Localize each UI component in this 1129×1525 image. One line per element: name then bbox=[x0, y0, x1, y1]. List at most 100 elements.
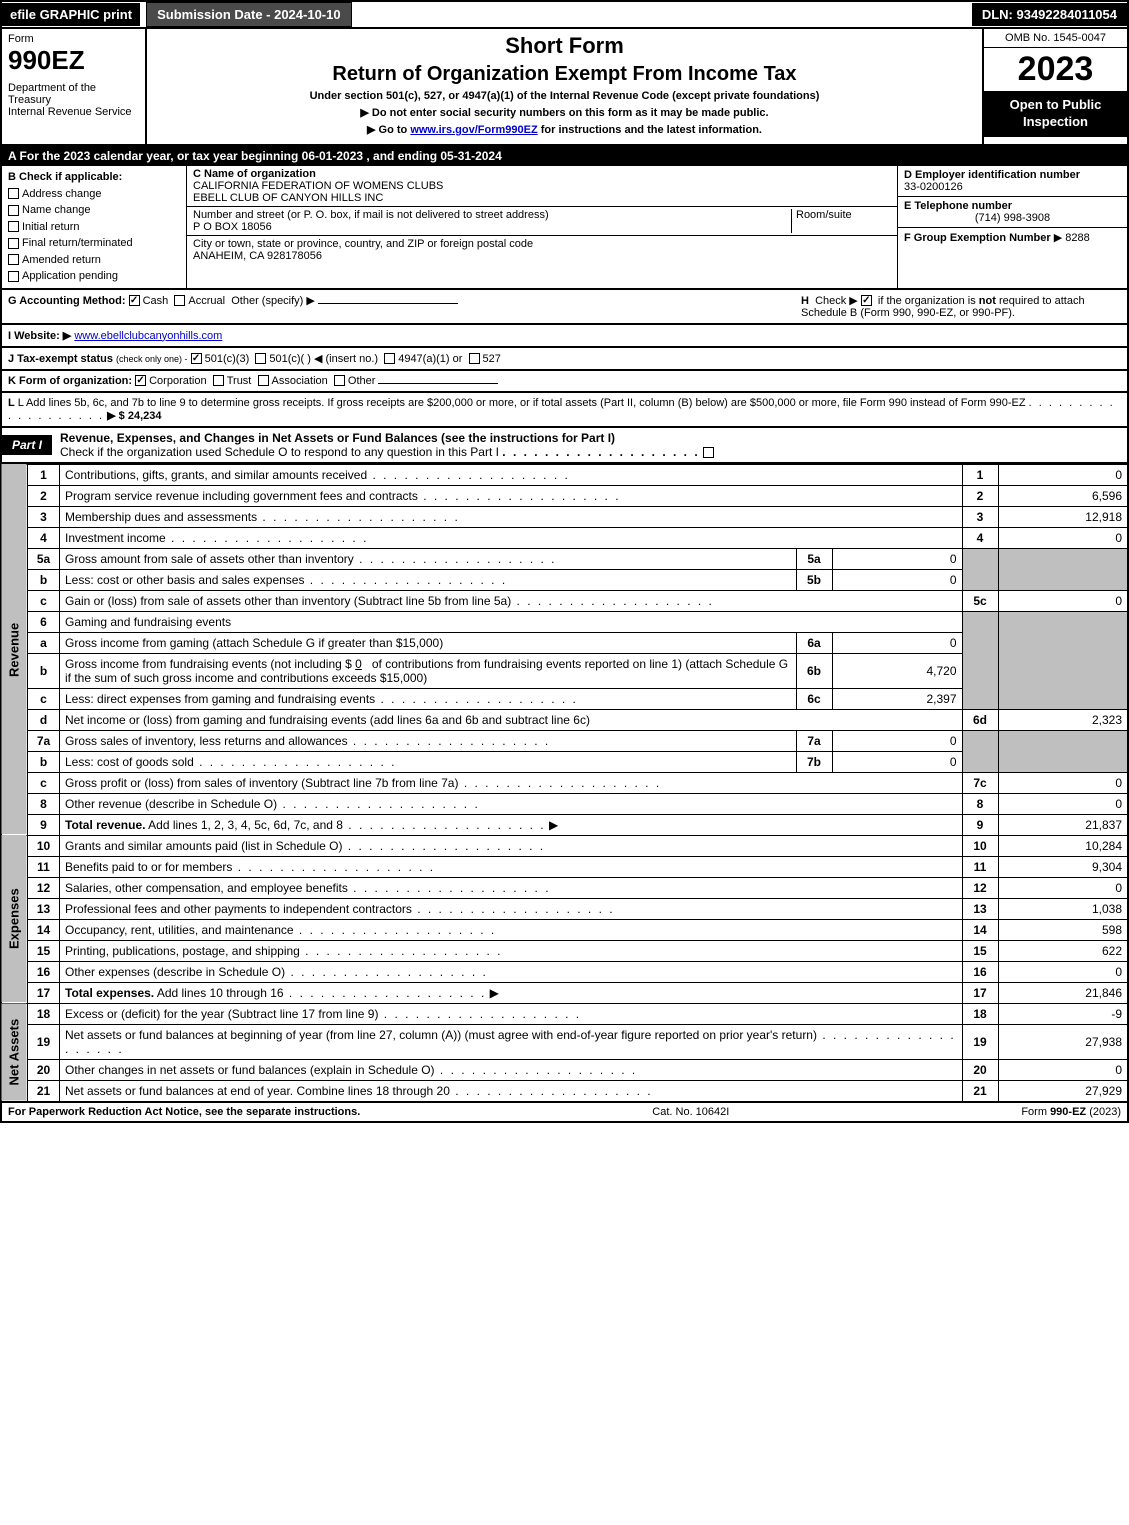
checkbox-pending[interactable] bbox=[8, 271, 19, 282]
checkbox-h[interactable] bbox=[861, 295, 872, 306]
checkbox-accrual[interactable] bbox=[174, 295, 185, 306]
header-right: OMB No. 1545-0047 2023 Open to Public In… bbox=[982, 29, 1127, 144]
l20-amt: 0 bbox=[998, 1059, 1128, 1080]
note-ssn: ▶ Do not enter social security numbers o… bbox=[157, 106, 972, 119]
org-name-1: CALIFORNIA FEDERATION OF WOMENS CLUBS bbox=[193, 180, 443, 192]
section-i: I Website: ▶ www.ebellclubcanyonhills.co… bbox=[0, 325, 1129, 348]
l6a-subamt: 0 bbox=[832, 632, 962, 653]
website-link[interactable]: www.ebellclubcanyonhills.com bbox=[74, 330, 222, 342]
section-bcdef: B Check if applicable: Address change Na… bbox=[0, 166, 1129, 290]
l2-desc: Program service revenue including govern… bbox=[60, 485, 963, 506]
j-4947: 4947(a)(1) or bbox=[398, 353, 462, 365]
l9-no: 9 bbox=[28, 814, 60, 835]
l16-desc: Other expenses (describe in Schedule O) bbox=[60, 961, 963, 982]
form-word: Form bbox=[8, 33, 139, 45]
d-label: D Employer identification number bbox=[904, 169, 1080, 181]
checkbox-schedule-o[interactable] bbox=[703, 447, 714, 458]
l5a-subref: 5a bbox=[796, 548, 832, 569]
j-501c3: 501(c)(3) bbox=[205, 353, 250, 365]
header-center: Short Form Return of Organization Exempt… bbox=[147, 29, 982, 144]
checkbox-final[interactable] bbox=[8, 238, 19, 249]
subtitle: Under section 501(c), 527, or 4947(a)(1)… bbox=[157, 90, 972, 102]
l7b-desc: Less: cost of goods sold bbox=[60, 751, 797, 772]
checkbox-initial[interactable] bbox=[8, 221, 19, 232]
c-label: C Name of organization bbox=[193, 168, 316, 180]
l4-ref: 4 bbox=[962, 527, 998, 548]
b-item-final: Final return/terminated bbox=[8, 235, 180, 252]
checkbox-address[interactable] bbox=[8, 188, 19, 199]
l18-desc: Excess or (deficit) for the year (Subtra… bbox=[60, 1003, 963, 1024]
checkbox-trust[interactable] bbox=[213, 375, 224, 386]
l17-desc: Total expenses. Add lines 10 through 16 … bbox=[60, 982, 963, 1003]
checkbox-cash[interactable] bbox=[129, 295, 140, 306]
footer-left: For Paperwork Reduction Act Notice, see … bbox=[8, 1106, 360, 1118]
l5a-subamt: 0 bbox=[832, 548, 962, 569]
l1-desc: Contributions, gifts, grants, and simila… bbox=[60, 464, 963, 485]
e-value: (714) 998-3908 bbox=[904, 212, 1121, 224]
b-label: B Check if applicable: bbox=[8, 169, 180, 186]
l10-no: 10 bbox=[28, 835, 60, 856]
note-goto: ▶ Go to www.irs.gov/Form990EZ for instru… bbox=[157, 123, 972, 136]
f-group: F Group Exemption Number ▶ 8288 bbox=[898, 228, 1127, 247]
irs-link[interactable]: www.irs.gov/Form990EZ bbox=[410, 124, 537, 136]
l10-amt: 10,284 bbox=[998, 835, 1128, 856]
section-k: K Form of organization: Corporation Trus… bbox=[0, 371, 1129, 393]
footer-center: Cat. No. 10642I bbox=[652, 1106, 729, 1118]
l14-amt: 598 bbox=[998, 919, 1128, 940]
l18-ref: 18 bbox=[962, 1003, 998, 1024]
l3-no: 3 bbox=[28, 506, 60, 527]
footer-right: Form 990-EZ (2023) bbox=[1021, 1106, 1121, 1118]
part1-table: Revenue 1 Contributions, gifts, grants, … bbox=[0, 464, 1129, 1103]
checkbox-assoc[interactable] bbox=[258, 375, 269, 386]
side-expenses: Expenses bbox=[1, 835, 28, 1003]
form-number: 990EZ bbox=[8, 45, 139, 76]
checkbox-501c[interactable] bbox=[255, 353, 266, 364]
e-label: E Telephone number bbox=[904, 200, 1012, 212]
l13-amt: 1,038 bbox=[998, 898, 1128, 919]
checkbox-amended[interactable] bbox=[8, 254, 19, 265]
section-b: B Check if applicable: Address change Na… bbox=[2, 166, 187, 288]
street-label: Number and street (or P. O. box, if mail… bbox=[193, 209, 549, 221]
part1-header: Part I Revenue, Expenses, and Changes in… bbox=[0, 428, 1129, 464]
l1-no: 1 bbox=[28, 464, 60, 485]
g-other: Other (specify) ▶ bbox=[231, 295, 315, 307]
row-a-tax-year: A For the 2023 calendar year, or tax yea… bbox=[0, 146, 1129, 166]
checkbox-501c3[interactable] bbox=[191, 353, 202, 364]
topbar-left: efile GRAPHIC print Submission Date - 20… bbox=[2, 2, 352, 27]
l21-no: 21 bbox=[28, 1080, 60, 1102]
efile-button[interactable]: efile GRAPHIC print bbox=[2, 3, 140, 26]
l14-desc: Occupancy, rent, utilities, and maintena… bbox=[60, 919, 963, 940]
l6b-subref: 6b bbox=[796, 653, 832, 688]
l7ab-shade-ref bbox=[962, 730, 998, 772]
l8-no: 8 bbox=[28, 793, 60, 814]
l15-ref: 15 bbox=[962, 940, 998, 961]
form-header: Form 990EZ Department of the Treasury In… bbox=[0, 29, 1129, 146]
checkbox-name[interactable] bbox=[8, 205, 19, 216]
l17-ref: 17 bbox=[962, 982, 998, 1003]
checkbox-4947[interactable] bbox=[384, 353, 395, 364]
k-label: K Form of organization: bbox=[8, 375, 132, 387]
l19-amt: 27,938 bbox=[998, 1024, 1128, 1059]
l7b-subref: 7b bbox=[796, 751, 832, 772]
l18-no: 18 bbox=[28, 1003, 60, 1024]
l20-desc: Other changes in net assets or fund bala… bbox=[60, 1059, 963, 1080]
checkbox-527[interactable] bbox=[469, 353, 480, 364]
b-item-name: Name change bbox=[8, 202, 180, 219]
l5b-no: b bbox=[28, 569, 60, 590]
l18-amt: -9 bbox=[998, 1003, 1128, 1024]
checkbox-corp[interactable] bbox=[135, 375, 146, 386]
dln-badge: DLN: 93492284011054 bbox=[972, 3, 1127, 26]
j-label: J Tax-exempt status bbox=[8, 353, 113, 365]
checkbox-other[interactable] bbox=[334, 375, 345, 386]
dept-label: Department of the Treasury bbox=[8, 82, 139, 106]
section-j: J Tax-exempt status (check only one) - 5… bbox=[0, 348, 1129, 371]
l19-desc: Net assets or fund balances at beginning… bbox=[60, 1024, 963, 1059]
l21-ref: 21 bbox=[962, 1080, 998, 1102]
open-to-public: Open to Public Inspection bbox=[984, 91, 1127, 137]
j-501c: 501(c)( ) ◀ (insert no.) bbox=[269, 353, 378, 365]
org-name-2: EBELL CLUB OF CANYON HILLS INC bbox=[193, 192, 383, 204]
l6-no: 6 bbox=[28, 611, 60, 632]
i-label: I Website: ▶ bbox=[8, 330, 71, 342]
l19-ref: 19 bbox=[962, 1024, 998, 1059]
j-note: (check only one) - bbox=[116, 354, 188, 364]
